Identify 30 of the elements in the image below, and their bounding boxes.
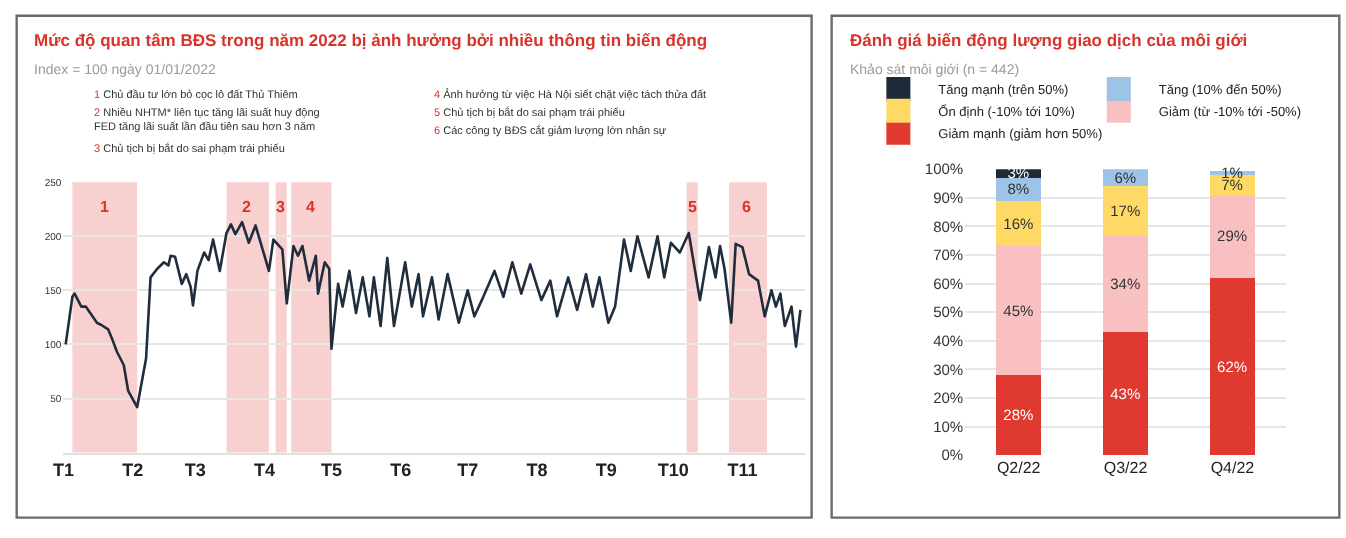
x-tick-label: T2 xyxy=(122,460,144,481)
x-tick-label: T11 xyxy=(727,460,758,481)
bar xyxy=(1103,186,1148,235)
line-series xyxy=(64,220,802,409)
x-tick-label: T1 xyxy=(52,460,74,481)
x-tick-label: Q2/22 xyxy=(996,459,1042,478)
band-label: 2 xyxy=(242,198,252,216)
band-label: 5 xyxy=(688,198,698,216)
x-tick-label: T9 xyxy=(595,460,617,481)
bar xyxy=(1103,234,1148,333)
x-tick-label: T5 xyxy=(320,460,342,481)
x-tick-label: T6 xyxy=(390,460,412,481)
band-label: 6 xyxy=(742,198,752,216)
x-tick-label: T7 xyxy=(457,460,479,481)
chart-title: Đánh giá biến động lượng giao dịch của môi giới xyxy=(850,30,1248,50)
band-label: 3 xyxy=(276,198,286,216)
bar xyxy=(1210,194,1255,278)
band-label: 4 xyxy=(306,198,316,216)
band-label: 1 xyxy=(100,198,110,216)
x-tick-label: Q3/22 xyxy=(1103,459,1149,478)
bar xyxy=(1210,277,1255,456)
x-tick-label: T8 xyxy=(526,460,548,481)
chart-title: Mức độ quan tâm BĐS trong năm 2022 bị ảnh hưởng bởi nhiều thông tin biến động xyxy=(34,30,708,50)
bar xyxy=(1103,332,1148,456)
x-tick-label: T4 xyxy=(253,460,275,481)
x-tick-label: T3 xyxy=(184,460,206,481)
x-tick-label: T10 xyxy=(657,460,689,481)
bar xyxy=(996,375,1042,456)
x-tick-label: Q4/22 xyxy=(1210,459,1256,478)
bar xyxy=(996,246,1042,376)
